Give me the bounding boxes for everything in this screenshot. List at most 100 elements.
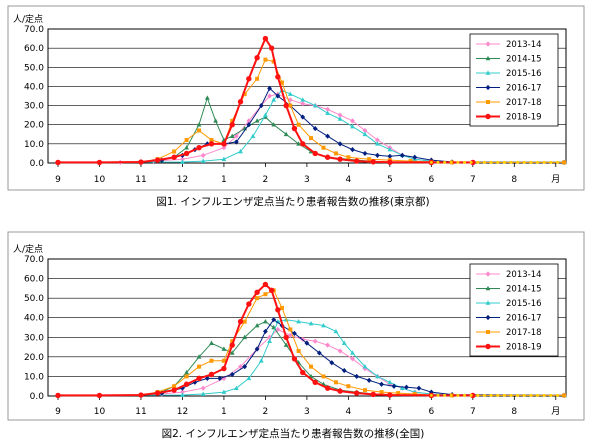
data-point	[171, 387, 177, 393]
data-point	[221, 358, 226, 363]
data-point	[221, 145, 227, 151]
data-point	[346, 155, 351, 160]
data-point	[304, 340, 310, 346]
data-point	[333, 380, 338, 385]
data-point	[333, 328, 339, 334]
data-point	[300, 97, 306, 102]
legend-marker	[485, 55, 491, 61]
data-point	[55, 392, 61, 399]
data-point	[562, 393, 567, 398]
x-tick-label: 9	[55, 407, 61, 417]
data-point	[404, 384, 409, 390]
x-tick-label: 4	[346, 175, 352, 185]
legend-marker	[485, 271, 491, 277]
data-point	[324, 154, 331, 160]
data-point	[196, 354, 202, 359]
data-point	[408, 159, 413, 164]
y-tick-label: 10.0	[24, 372, 44, 382]
data-point	[221, 141, 227, 147]
data-point	[275, 326, 281, 333]
x-tick-label: 11	[135, 175, 146, 185]
y-tick-label: 70.0	[24, 25, 44, 35]
data-point	[196, 122, 202, 127]
data-point	[469, 160, 473, 164]
x-tick-label: 10	[94, 407, 106, 417]
data-point	[197, 128, 202, 133]
data-point	[353, 390, 360, 396]
data-point	[316, 350, 322, 356]
data-point	[255, 296, 260, 301]
data-point	[321, 322, 326, 328]
data-point	[325, 133, 331, 139]
data-point	[246, 375, 252, 381]
data-point	[324, 385, 331, 391]
data-point	[296, 141, 301, 146]
y-tick-label: 20.0	[24, 353, 44, 363]
data-point	[238, 364, 243, 370]
x-tick-label: 12	[177, 175, 188, 185]
data-point	[536, 393, 540, 397]
y-tick-label: 40.0	[24, 82, 44, 92]
chart-frame	[7, 231, 585, 421]
data-point	[180, 159, 185, 164]
data-point	[267, 338, 272, 343]
data-point	[180, 389, 185, 395]
data-point	[496, 160, 500, 164]
data-point	[396, 391, 401, 396]
data-point	[254, 55, 260, 61]
legend-label: 2015-16	[506, 69, 542, 79]
legend-label: 2016-17	[506, 84, 542, 94]
data-point	[229, 133, 235, 138]
data-point	[463, 393, 467, 397]
data-point	[172, 149, 177, 154]
data-point	[456, 160, 460, 164]
legend-marker	[485, 113, 491, 120]
data-point	[399, 385, 405, 390]
legend-marker	[486, 100, 490, 104]
legend-marker	[486, 330, 490, 334]
data-point	[350, 124, 355, 129]
data-point	[209, 138, 214, 143]
data-point	[246, 76, 252, 82]
chart-frame	[7, 5, 585, 191]
legend-label: 2018-19	[506, 343, 542, 353]
data-point	[268, 45, 275, 51]
data-point	[350, 350, 355, 355]
legend-marker	[485, 41, 491, 47]
data-point	[221, 346, 227, 351]
legend-label: 2013-14	[506, 270, 542, 280]
x-tick-label: 6	[428, 175, 434, 185]
data-point	[300, 141, 306, 147]
data-point	[555, 160, 559, 164]
data-point	[204, 375, 210, 381]
data-point	[254, 346, 260, 352]
data-point	[399, 152, 405, 158]
legend-box	[469, 263, 559, 357]
data-point	[96, 159, 103, 166]
data-point	[263, 112, 268, 117]
data-point	[370, 159, 376, 165]
legend-marker	[485, 300, 491, 305]
data-point	[275, 74, 281, 80]
data-point	[375, 373, 380, 379]
series-line-2015-16	[57, 319, 565, 396]
data-point	[489, 393, 493, 397]
data-point	[387, 392, 393, 398]
data-point	[230, 118, 235, 123]
data-point	[242, 364, 248, 370]
y-tick-label: 20.0	[24, 121, 44, 131]
x-tick-label: 1	[221, 407, 227, 417]
data-point	[375, 152, 380, 158]
data-point	[275, 307, 281, 313]
data-point	[283, 102, 289, 109]
data-point	[489, 160, 493, 164]
legend-marker	[485, 84, 491, 91]
data-point	[221, 365, 227, 372]
data-point	[267, 85, 272, 91]
data-point	[291, 356, 298, 362]
data-point	[296, 348, 301, 353]
x-tick-label: 1	[221, 175, 227, 185]
data-point	[296, 122, 301, 127]
y-tick-label: 0.0	[30, 159, 45, 169]
data-point	[242, 92, 247, 97]
